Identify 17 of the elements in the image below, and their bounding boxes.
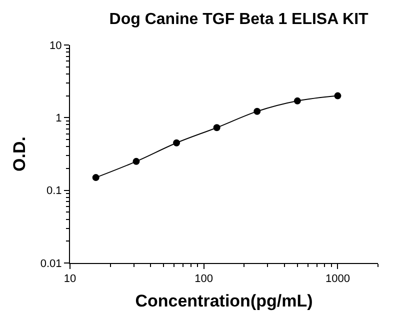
y-tick-label: 10 (50, 40, 62, 52)
y-tick-label: 0.1 (46, 185, 62, 198)
point (254, 108, 261, 115)
point (173, 139, 180, 146)
y-axis-title: O.D. (10, 136, 29, 172)
chart-title: Dog Canine TGF Beta 1 ELISA KIT (109, 11, 369, 28)
point (294, 97, 301, 104)
point (334, 92, 342, 100)
point (132, 158, 140, 165)
y-tick-label: 0.01 (40, 258, 62, 270)
point (213, 124, 220, 132)
x-tick-label: 1000 (325, 273, 350, 286)
x-axis-title: Concentration(pg/mL) (135, 292, 313, 311)
point (92, 174, 100, 182)
x-tick-label: 10 (64, 273, 76, 286)
y-tick-label: 1 (56, 112, 62, 125)
x-tick-label: 100 (194, 273, 214, 286)
